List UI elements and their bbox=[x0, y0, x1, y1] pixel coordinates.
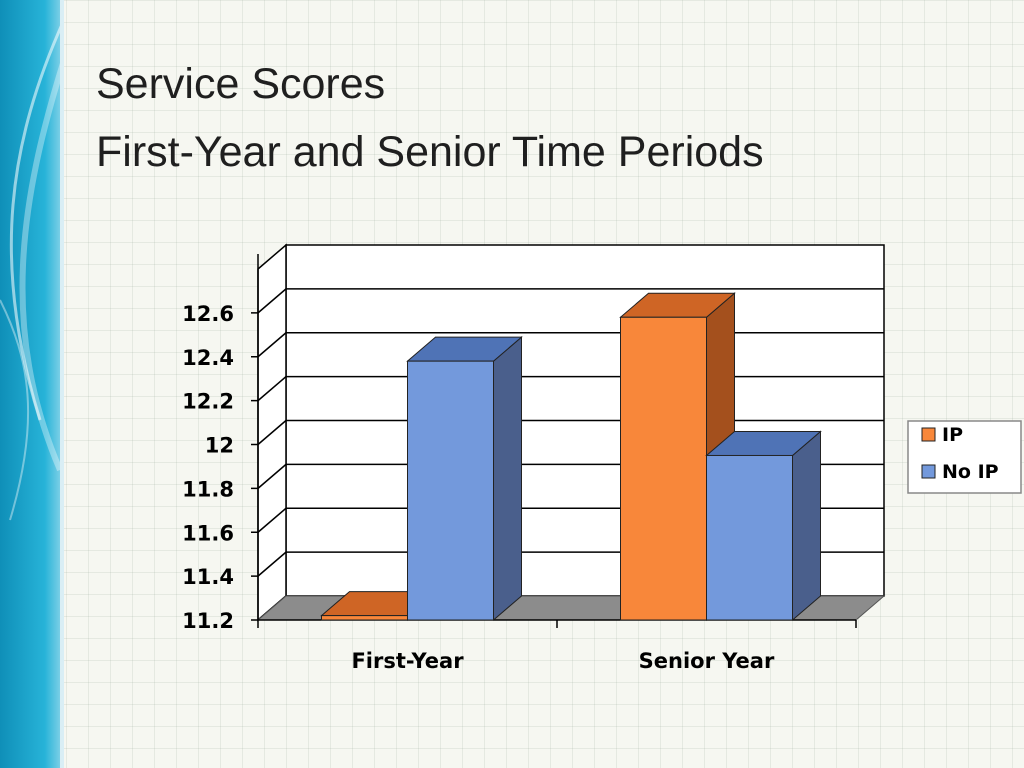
chart-labels: 11.2 11.4 11.6 11.8 12 12.2 12.4 12.6 First-Year… bbox=[182, 302, 775, 673]
bar-side bbox=[792, 430, 821, 622]
x-category-label: First-Year bbox=[351, 649, 464, 673]
legend-swatch bbox=[921, 464, 936, 479]
bar-side bbox=[493, 336, 522, 622]
legend-label: IP bbox=[942, 424, 963, 446]
y-tick-label: 12.4 bbox=[182, 346, 234, 370]
chart-legend: IP No IP bbox=[907, 420, 1022, 494]
slide-subtitle: First-Year and Senior Time Periods bbox=[96, 128, 764, 176]
legend-swatch bbox=[921, 427, 936, 442]
y-tick-label: 11.8 bbox=[182, 477, 234, 501]
y-tick-label: 12 bbox=[205, 434, 234, 458]
gridline-side bbox=[257, 463, 287, 489]
gridline-side bbox=[257, 419, 287, 446]
bar bbox=[407, 360, 494, 621]
y-tick-label: 11.6 bbox=[182, 521, 234, 545]
y-tick-label: 12.6 bbox=[182, 302, 234, 326]
gridline-side bbox=[257, 551, 287, 577]
bar bbox=[706, 454, 793, 621]
legend-label: No IP bbox=[942, 461, 999, 483]
slide-title: Service Scores bbox=[96, 60, 386, 108]
gridline-side bbox=[257, 332, 287, 358]
bar bbox=[321, 615, 408, 621]
bar bbox=[620, 316, 707, 621]
gridline-side bbox=[257, 288, 287, 314]
y-tick-label: 11.2 bbox=[182, 609, 234, 633]
x-category-label: Senior Year bbox=[639, 649, 775, 673]
decorative-side-band bbox=[0, 0, 64, 768]
y-tick-label: 12.2 bbox=[182, 390, 234, 414]
chart-bars bbox=[320, 292, 822, 622]
gridline-side bbox=[257, 376, 287, 402]
gridline-side bbox=[257, 507, 287, 533]
y-tick-label: 11.4 bbox=[182, 565, 234, 589]
